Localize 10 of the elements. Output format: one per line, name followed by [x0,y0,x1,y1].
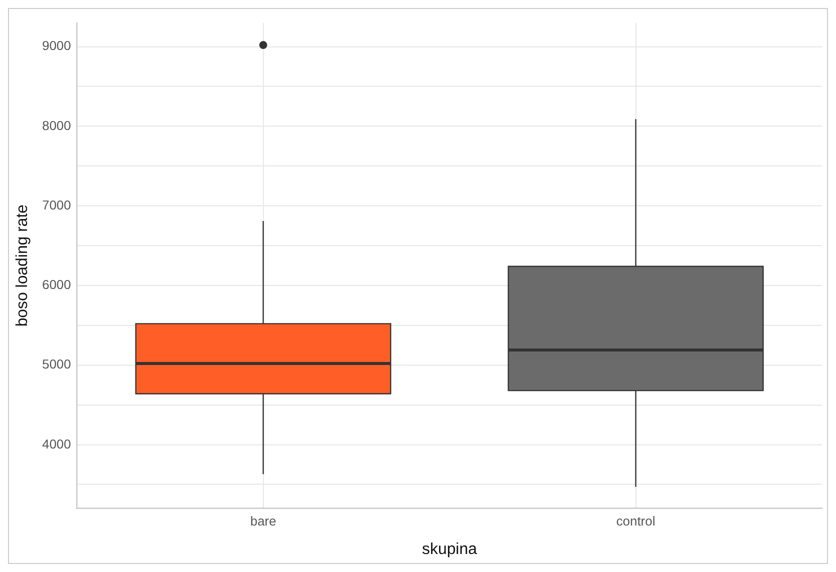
y-tick-label: 7000 [42,197,71,212]
x-tick-label: bare [250,514,276,529]
x-tick-label: control [616,514,656,529]
y-tick-label: 8000 [42,118,71,133]
y-axis-title: boso loading rate [14,204,31,327]
y-tick-label: 9000 [42,38,71,54]
y-tick-label: 6000 [42,277,71,292]
y-tick-label: 4000 [42,436,71,452]
x-axis-title: skupina [422,540,478,558]
y-tick-label: 5000 [42,356,71,372]
